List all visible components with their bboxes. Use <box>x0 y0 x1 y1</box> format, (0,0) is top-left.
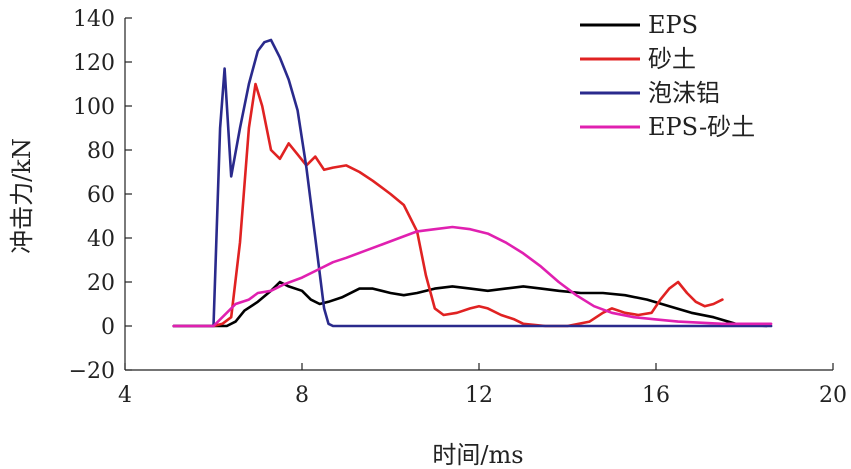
series-lines <box>172 38 773 328</box>
legend-label-2: 砂土 <box>648 45 696 73</box>
legend-label-1: EPS <box>648 11 698 39</box>
y-tick-label: 120 <box>73 51 115 76</box>
series-line-3 <box>172 38 773 328</box>
x-tick-label: 12 <box>465 383 493 408</box>
legend-label-3: 泡沫铝 <box>648 79 720 107</box>
x-tick-label: 20 <box>819 383 847 408</box>
y-tick-label: 80 <box>87 139 115 164</box>
y-tick-label: 40 <box>87 227 115 252</box>
series-line-2 <box>172 82 724 328</box>
series-line-1 <box>172 280 768 328</box>
x-tick-label: 16 <box>642 383 670 408</box>
y-tick-label: −20 <box>69 359 115 384</box>
x-axis-ticks: 4 8 12 16 20 <box>118 363 847 408</box>
y-tick-label: 20 <box>87 271 115 296</box>
y-tick-label: 100 <box>73 95 115 120</box>
y-tick-label: 140 <box>73 7 115 32</box>
x-tick-label: 4 <box>118 383 132 408</box>
x-tick-label: 8 <box>295 383 309 408</box>
x-axis-title: 时间/ms <box>432 441 523 469</box>
y-tick-label: 60 <box>87 183 115 208</box>
series-line-4 <box>172 225 773 328</box>
y-tick-label: 0 <box>101 315 115 340</box>
y-axis-ticks: −20 0 20 40 60 80 100 120 140 <box>69 7 132 384</box>
legend-label-4: EPS-砂土 <box>648 113 755 141</box>
y-axis-title: 冲击力/kN <box>8 138 36 254</box>
